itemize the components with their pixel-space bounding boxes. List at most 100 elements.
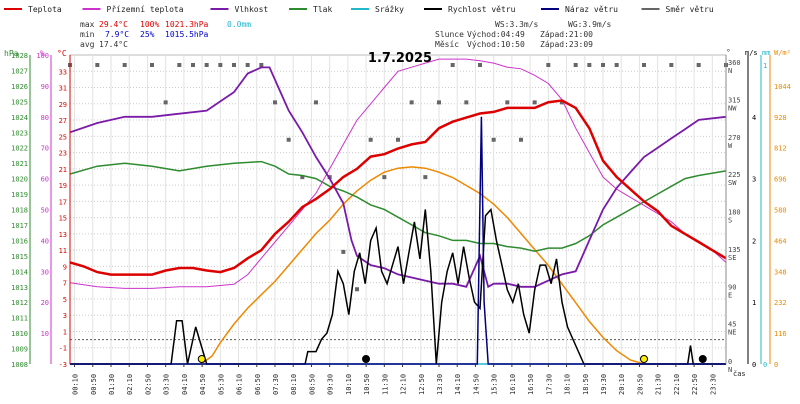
sun-rise: Východ:04:49 (467, 30, 525, 39)
humidity-tick-label: 70 (41, 145, 49, 153)
temperature-tick-label: -1 (59, 345, 67, 353)
x-tick-label: 17:30 (545, 374, 553, 395)
x-tick-label: 00:50 (90, 374, 98, 395)
direction-tick-letter: N (728, 366, 732, 374)
temperature-tick-label: 29 (59, 101, 67, 109)
pressure-tick-label: 1018 (11, 207, 28, 215)
wind-direction-dot (368, 137, 373, 142)
pressure-tick-label: 1011 (11, 315, 28, 323)
wind-tick-label: 4 (752, 114, 756, 122)
wind-direction-dot (163, 100, 168, 105)
humidity-tick-label: 80 (41, 114, 49, 122)
wind-gust-line (70, 116, 726, 365)
x-tick-label: 23:30 (709, 374, 717, 395)
direction-tick-letter: SE (728, 254, 736, 262)
wind-direction-dot (532, 100, 537, 105)
direction-tick-degree: 90 (728, 283, 736, 291)
solar-tick-label: 696 (774, 176, 787, 184)
temperature-tick-label: 15 (59, 215, 67, 223)
wind-ws: WS:3.3m/s (495, 20, 539, 29)
temperature-tick-label: 1 (63, 328, 67, 336)
direction-tick-degree: 270 (728, 134, 741, 142)
direction-tick-degree: 45 (728, 321, 736, 329)
direction-unit: ° (726, 48, 731, 57)
wind-direction-dot (696, 63, 701, 67)
legend: Teplota Přízemní teplota Vlhkost Tlak Srážky… (4, 5, 714, 14)
temperature-line (69, 99, 727, 276)
legend-label: Směr větru (666, 5, 714, 14)
pressure-tick-label: 1024 (11, 114, 28, 122)
pressure-tick-label: 1014 (11, 268, 28, 276)
solar-tick-label: 116 (774, 330, 787, 338)
direction-tick-degree: 225 (728, 171, 741, 179)
direction-tick-degree: 180 (728, 209, 741, 217)
moon-label: Měsíc (435, 40, 459, 49)
humidity-line (69, 66, 727, 289)
wind-direction-dot (286, 137, 291, 142)
rain-tick-label: 0 (763, 361, 767, 369)
rain-unit: mm (762, 49, 770, 57)
x-tick-label: 04:10 (181, 374, 189, 395)
direction-tick-letter: SW (728, 179, 737, 187)
pressure-tick-label: 1010 (11, 330, 28, 338)
direction-tick-letter: NE (728, 329, 736, 337)
wind-direction-dot (245, 63, 250, 67)
x-tick-label: 06:10 (236, 374, 244, 395)
x-tick-label: 05:30 (217, 374, 225, 395)
wind-direction-dot (300, 175, 305, 180)
solar-tick-label: 928 (774, 114, 787, 122)
pressure-tick-label: 1027 (11, 67, 28, 75)
legend-label: Přízemní teplota (107, 5, 184, 14)
wind-direction-dot (478, 63, 482, 67)
x-tick-label: 12:10 (400, 374, 408, 395)
stat-max-temp: 29.4°C (99, 20, 128, 29)
x-tick-label: 08:50 (308, 374, 316, 395)
wind-tick-label: 0 (752, 361, 756, 369)
x-tick-label: 16:10 (509, 374, 517, 395)
pressure-tick-label: 1016 (11, 237, 28, 245)
stat-max-hum: 100% (140, 20, 159, 29)
temperature-tick-label: 31 (59, 85, 67, 93)
wind-tick-label: 3 (752, 176, 756, 184)
solar-tick-label: 812 (774, 145, 787, 153)
temperature-tick-label: 33 (59, 68, 67, 76)
wind-direction-dot (95, 63, 100, 67)
wind-tick-label: 1 (752, 299, 756, 307)
wind-direction-dot (437, 100, 441, 105)
stat-max-press: 1021.3hPa (165, 20, 209, 29)
direction-tick-degree: 135 (728, 246, 741, 254)
x-tick-label: 19:30 (600, 374, 608, 395)
wind-tick-label: 2 (752, 237, 756, 245)
x-tick-label: 09:30 (327, 374, 335, 395)
temperature-tick-label: 21 (59, 166, 67, 174)
wind-direction-dot (232, 63, 236, 67)
wind-direction-dot (519, 137, 523, 142)
grid (69, 54, 727, 365)
humidity-unit: % (40, 49, 45, 58)
pressure-tick-label: 1028 (11, 52, 28, 60)
stat-avg-label: avg (80, 40, 95, 49)
x-tick-label: 16:50 (527, 374, 535, 395)
humidity-tick-label: 20 (41, 299, 49, 307)
x-tick-label: 10:50 (363, 374, 371, 395)
wind-direction-dot (396, 137, 400, 142)
wind-direction-dot (587, 63, 592, 67)
direction-tick-degree: 0 (728, 358, 732, 366)
chart-title: 1.7.2025 (368, 51, 432, 66)
wind-direction-dot (382, 175, 387, 180)
sun-set: Západ:21:00 (540, 30, 593, 39)
stat-min-hum: 25% (140, 30, 155, 39)
solar-radiation-line (70, 166, 726, 365)
x-tick-label: 22:10 (673, 374, 681, 395)
info-panel: max 29.4°C 100% 1021.3hPa 0.0mm min 7.9°… (80, 20, 612, 66)
wind-direction-dot (204, 63, 209, 67)
x-tick-label: 13:30 (436, 374, 444, 395)
pressure-tick-label: 1009 (11, 346, 28, 354)
stat-min-label: min (80, 30, 95, 39)
wind-direction-dot (259, 63, 264, 67)
direction-tick-degree: 360 (728, 59, 741, 67)
x-tick-label: 03:30 (163, 374, 171, 395)
humidity-tick-label: 100 (36, 52, 49, 60)
temperature-tick-label: 3 (63, 312, 67, 320)
temperature-tick-label: 5 (63, 296, 67, 304)
